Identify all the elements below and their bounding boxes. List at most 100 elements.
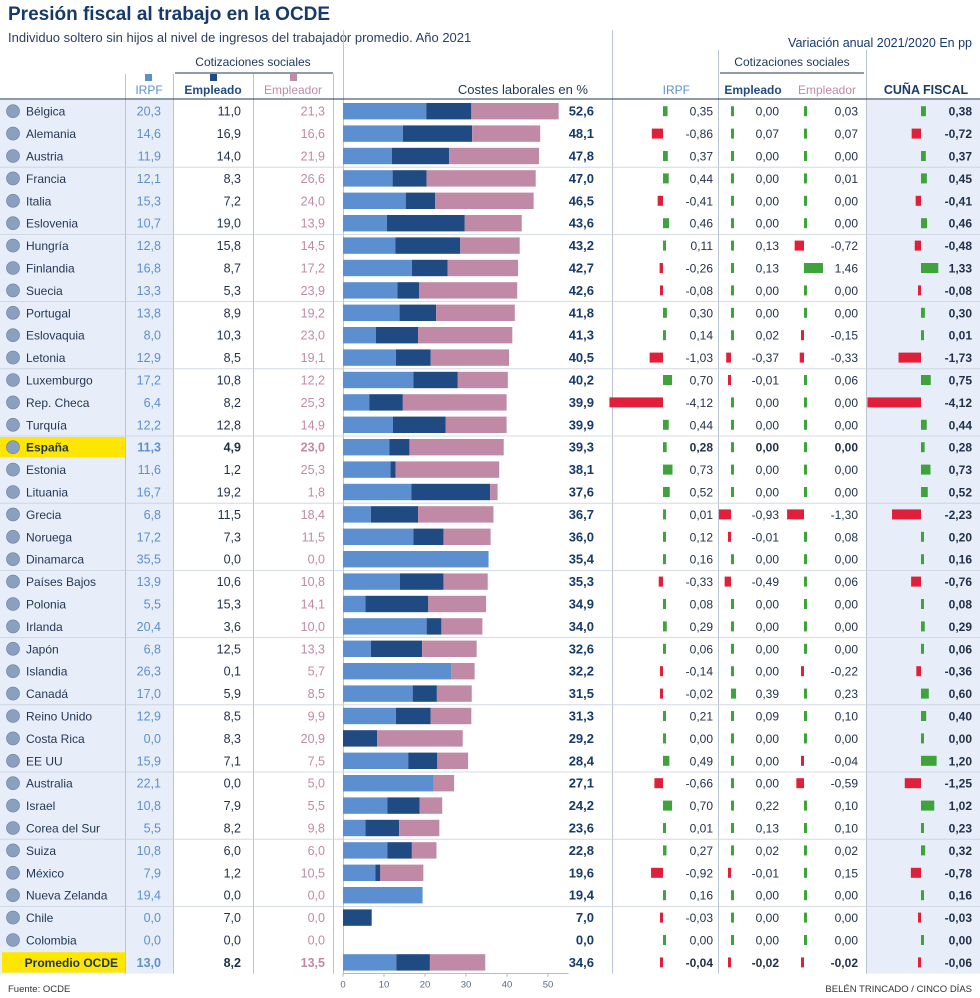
empleador-value: 10,5 — [301, 866, 325, 880]
empleador-value: 8,5 — [308, 687, 325, 701]
empleador-value: 10,8 — [301, 575, 325, 589]
var-empleado-value: 0,00 — [756, 889, 780, 903]
bar-irpf — [343, 192, 406, 209]
var-empleado-bar — [731, 106, 734, 117]
irpf-value: 17,2 — [137, 530, 161, 544]
var-empleado-value: -0,01 — [752, 530, 780, 544]
irpf-value: 11,3 — [137, 441, 161, 455]
var-cuna-bar — [918, 285, 921, 296]
empleado-value: 6,0 — [224, 844, 241, 858]
var-irpf-bar — [663, 173, 669, 184]
var-empleador-value: 0,00 — [835, 732, 859, 746]
empleador-value: 14,5 — [301, 239, 325, 253]
var-cuna-value: -0,76 — [945, 575, 973, 589]
empleador-value: 24,0 — [301, 194, 325, 208]
var-cuna-value: 0,06 — [949, 642, 973, 656]
var-cuna-value: -4,12 — [945, 396, 973, 410]
var-empleador-value: 0,00 — [835, 194, 859, 208]
country-label: Francia — [26, 172, 66, 186]
var-cuna-bar — [921, 845, 926, 856]
var-cuna-bar — [918, 912, 921, 923]
country-label: España — [26, 441, 69, 455]
var-empleado-bar — [731, 890, 734, 901]
var-empleador-value: 0,06 — [835, 374, 859, 388]
country-label: Costa Rica — [26, 732, 85, 746]
empleado-value: 16,9 — [217, 127, 241, 141]
var-irpf-value: 0,44 — [690, 418, 714, 432]
bar-empleado — [393, 416, 446, 433]
irpf-value: 11,9 — [138, 150, 161, 164]
country-label: Bélgica — [26, 105, 66, 119]
country-label: Chile — [26, 911, 54, 925]
irpf-value: 6,8 — [144, 508, 161, 522]
country-column-bg — [0, 100, 125, 974]
bar-empleado — [402, 125, 473, 142]
total-value: 0,0 — [576, 933, 594, 948]
var-empleador-bar — [804, 151, 807, 161]
var-irpf-bar — [660, 688, 663, 699]
var-empleador-value: 0,00 — [835, 217, 859, 231]
var-empleador-bar — [804, 733, 807, 744]
empleado-value: 14,0 — [217, 150, 241, 164]
var-cuna-value: 0,16 — [949, 889, 973, 903]
empleado-value: 8,2 — [224, 396, 241, 410]
flag-icon — [6, 373, 20, 387]
empleado-value: 8,5 — [224, 351, 241, 365]
irpf-value: 20,3 — [137, 105, 161, 119]
var-empleado-value: 0,02 — [756, 844, 780, 858]
var-empleado-value: -0,49 — [752, 575, 780, 589]
var-irpf-bar — [657, 195, 663, 206]
irpf-value: 13,3 — [137, 284, 161, 298]
var-empleado-bar — [731, 845, 734, 856]
country-label: Italia — [26, 194, 52, 208]
var-empleado-bar — [731, 643, 734, 654]
empleado-value: 11,5 — [218, 508, 241, 522]
empleador-value: 23,9 — [301, 284, 325, 298]
var-irpf-value: 0,29 — [690, 620, 714, 634]
var-empleado-value: 0,00 — [756, 665, 780, 679]
bar-empleado — [395, 707, 431, 725]
bar-empleador — [380, 864, 424, 881]
empleado-value: 7,1 — [224, 754, 241, 768]
var-empleado-value: 0,00 — [756, 194, 780, 208]
var-empleado-bar — [731, 218, 734, 229]
var-empleador-bar — [801, 330, 804, 341]
var-cuna-value: -0,72 — [945, 127, 973, 141]
bar-irpf — [343, 304, 400, 321]
empleador-value: 25,3 — [301, 396, 325, 410]
country-label: Irlanda — [26, 620, 63, 634]
var-empleado-bar — [731, 442, 734, 453]
var-irpf-value: 0,11 — [691, 239, 714, 253]
flag-icon — [6, 440, 20, 455]
var-empleado-bar — [731, 285, 734, 296]
var-cuna-value: 0,37 — [949, 150, 973, 164]
bar-empleador — [399, 819, 440, 837]
empleador-value: 7,5 — [308, 754, 325, 768]
total-value: 34,6 — [569, 955, 594, 970]
var-irpf-bar — [663, 531, 666, 542]
var-cuna-bar — [921, 800, 935, 811]
var-empleador-bar — [804, 487, 807, 497]
bar-empleado — [392, 170, 427, 187]
total-value: 39,9 — [569, 417, 594, 432]
bar-empleado — [389, 439, 410, 456]
var-cuna-value: 0,32 — [949, 844, 973, 858]
bar-irpf — [343, 528, 414, 545]
var-irpf-bar — [660, 285, 663, 296]
bar-irpf — [343, 237, 396, 254]
bar-empleado — [426, 618, 442, 635]
var-cuna-value: -2,23 — [945, 508, 973, 522]
flag-icon — [6, 776, 20, 791]
bar-irpf — [343, 170, 393, 187]
total-value: 22,8 — [569, 843, 594, 858]
var-irpf-bar — [663, 755, 670, 766]
country-label: Luxemburgo — [26, 374, 93, 388]
var-cuna-bar — [892, 509, 921, 520]
irpf-value: 6,8 — [144, 642, 161, 656]
irpf-value: 12,2 — [137, 418, 161, 432]
bar-empleador — [422, 640, 477, 657]
flag-icon — [6, 753, 20, 768]
var-irpf-value: 0,73 — [690, 463, 714, 477]
bar-empleado — [397, 282, 420, 299]
bar-empleado — [408, 752, 438, 769]
